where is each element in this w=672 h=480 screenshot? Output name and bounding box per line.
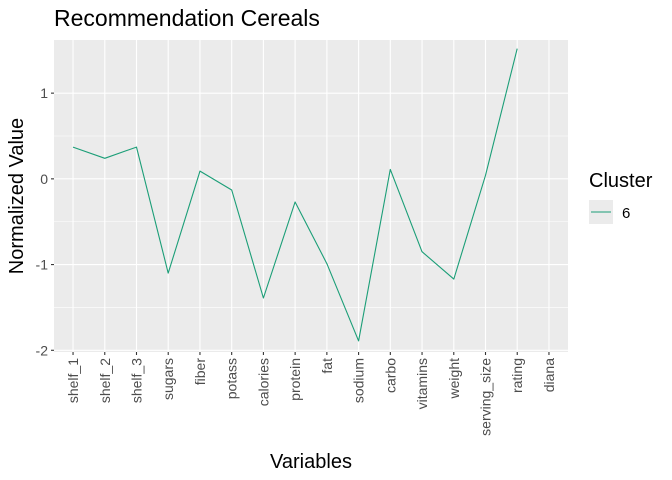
- chart-title: Recommendation Cereals: [54, 5, 320, 31]
- x-axis-title: Variables: [270, 451, 352, 473]
- plot-panel: [54, 40, 568, 352]
- x-tick-label: fiber: [192, 358, 208, 386]
- y-tick-label: -2: [36, 342, 49, 358]
- y-tick-label: -1: [36, 257, 49, 273]
- gridlines: [54, 40, 568, 352]
- y-tick-label: 0: [40, 171, 48, 187]
- legend: Cluster 6: [589, 170, 653, 224]
- x-tick-label: rating: [509, 358, 525, 393]
- x-tick-label: calories: [255, 358, 271, 406]
- x-tick-label: sugars: [160, 358, 176, 400]
- legend-title: Cluster: [589, 170, 653, 192]
- legend-label: 6: [622, 205, 630, 222]
- series-line-6: [72, 48, 518, 342]
- x-tick-label: shelf_1: [65, 358, 81, 403]
- x-tick-label: shelf_2: [97, 358, 113, 403]
- y-axis-title: Normalized Value: [6, 118, 28, 274]
- x-tick-label: vitamins: [414, 358, 430, 409]
- y-tick-label: 1: [40, 85, 48, 101]
- x-tick-label: shelf_3: [128, 358, 144, 403]
- x-tick-label: fat: [319, 358, 335, 374]
- x-tick-label: protein: [287, 358, 303, 401]
- x-tick-label: carbo: [382, 358, 398, 393]
- x-tick-label: weight: [446, 358, 462, 400]
- x-tick-label: potass: [224, 358, 240, 399]
- x-tick-label: sodium: [351, 358, 367, 403]
- x-tick-label: serving_size: [478, 358, 494, 436]
- x-tick-label: diana: [541, 358, 557, 392]
- axes: -2 -1 0 1 shelf_1 shelf_2 shelf_3 sugars fiber po…: [36, 85, 557, 436]
- series-layer: [72, 48, 518, 342]
